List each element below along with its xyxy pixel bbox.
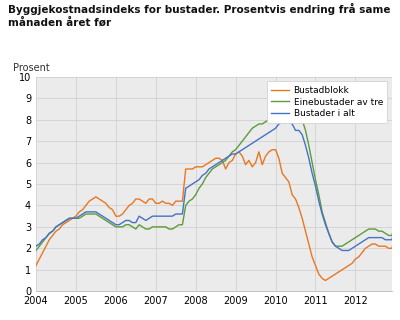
Einebustader av tre — [283, 96, 288, 100]
Line: Bustader i alt: Bustader i alt — [36, 120, 400, 251]
Line: Bustadblokk: Bustadblokk — [36, 150, 400, 280]
Text: Byggjekostnadsindeks for bustader. Prosentvis endring frå same
månaden året før: Byggjekostnadsindeks for bustader. Prose… — [8, 3, 390, 28]
Bustader i alt — [340, 249, 344, 252]
Einebustader av tre — [376, 229, 381, 233]
Bustader i alt — [283, 118, 288, 122]
Text: Prosent: Prosent — [13, 62, 50, 73]
Einebustader av tre — [180, 223, 185, 227]
Einebustader av tre — [34, 249, 38, 252]
Bustadblokk — [104, 201, 108, 205]
Einebustader av tre — [104, 219, 108, 222]
Bustader i alt — [180, 212, 185, 216]
Bustadblokk — [270, 148, 275, 152]
Bustadblokk — [34, 264, 38, 268]
Bustader i alt — [67, 216, 72, 220]
Legend: Bustadblokk, Einebustader av tre, Bustader i alt: Bustadblokk, Einebustader av tre, Bustad… — [266, 81, 388, 123]
Bustadblokk — [380, 244, 384, 248]
Bustader i alt — [104, 216, 108, 220]
Bustadblokk — [323, 278, 328, 283]
Einebustader av tre — [67, 216, 72, 220]
Bustader i alt — [380, 236, 384, 239]
Bustader i alt — [34, 244, 38, 248]
Bustadblokk — [180, 199, 185, 203]
Bustadblokk — [67, 219, 72, 222]
Line: Einebustader av tre: Einebustader av tre — [36, 98, 400, 251]
